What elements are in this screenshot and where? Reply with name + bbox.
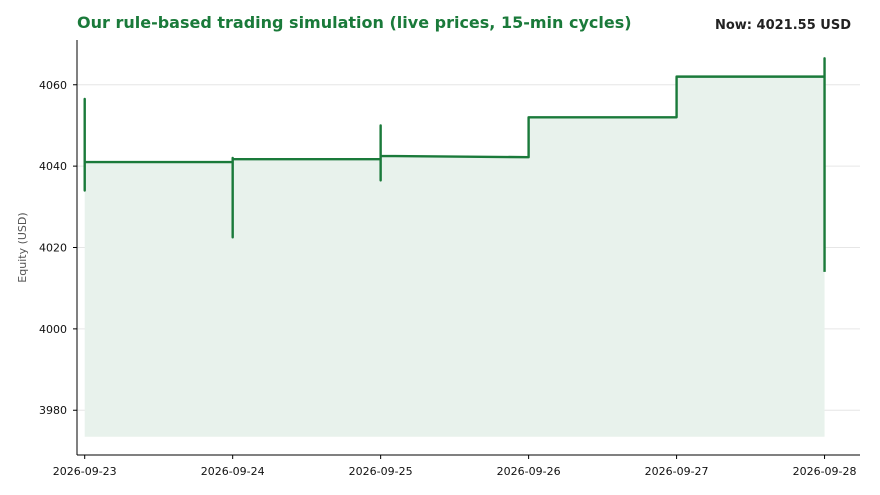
equity-area-fill: [84, 58, 825, 437]
y-axis-ticks: 3980 4000 4020 4040 4060: [39, 79, 77, 417]
x-tick-label: 2026-09-23: [53, 465, 117, 478]
current-equity-readout: Now: 4021.55 USD: [715, 18, 851, 33]
x-tick-label: 2026-09-27: [645, 465, 709, 478]
y-tick-label: 4000: [39, 323, 67, 336]
now-label: Now:: [714, 18, 752, 33]
chart-title: Our rule-based trading simulation (live …: [77, 13, 632, 32]
equity-line: [83, 57, 826, 272]
x-tick-label: 2026-09-28: [793, 465, 857, 478]
y-tick-label: 4060: [39, 79, 67, 92]
now-unit: USD: [820, 18, 851, 33]
y-tick-label: 4040: [39, 160, 67, 173]
x-tick-label: 2026-09-26: [497, 465, 561, 478]
y-axis-title: Equity (USD): [16, 212, 29, 282]
x-tick-label: 2026-09-24: [201, 465, 265, 478]
x-tick-label: 2026-09-25: [349, 465, 413, 478]
y-tick-label: 4020: [39, 242, 67, 255]
now-value: 4021.55: [756, 18, 816, 33]
y-tick-label: 3980: [39, 404, 67, 417]
x-axis-ticks: 2026-09-23 2026-09-24 2026-09-25 2026-09-26…: [53, 455, 857, 478]
